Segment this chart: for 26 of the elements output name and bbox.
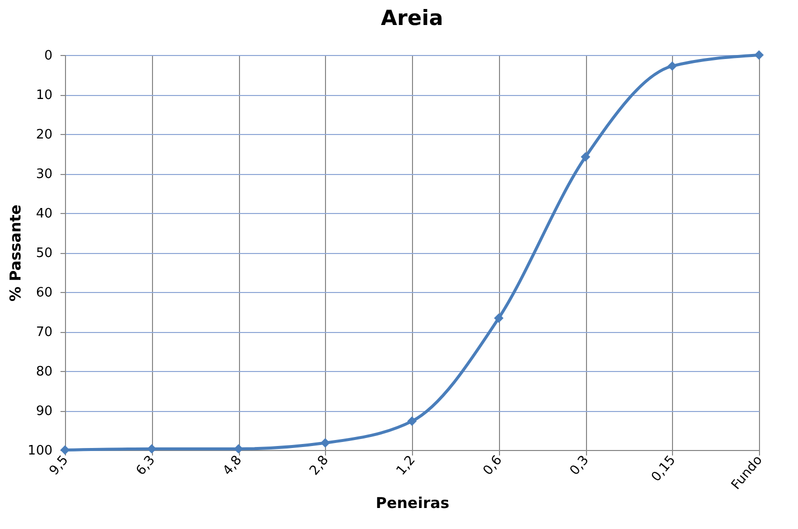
y-axis-title: % Passante <box>6 204 25 302</box>
y-tick-label: 90 <box>36 404 52 419</box>
y-tick-label: 10 <box>36 88 52 103</box>
y-tick-label: 40 <box>36 206 52 222</box>
y-tick-label: 0 <box>44 48 52 64</box>
point <box>407 416 417 426</box>
point <box>580 152 590 162</box>
x-tick-label: 2,8 <box>307 453 332 478</box>
point <box>320 438 330 448</box>
chart-title: Areia <box>380 6 444 30</box>
y-tick-label: 30 <box>36 167 52 182</box>
y-tick-label: 100 <box>28 444 52 458</box>
x-tick-label: 0,6 <box>480 453 506 478</box>
x-tick-label: 4,8 <box>220 453 246 478</box>
point <box>668 61 677 71</box>
x-tick-label: 6,3 <box>134 453 158 478</box>
y-tick-label: 20 <box>36 128 52 142</box>
y-tick-label: 50 <box>36 246 52 261</box>
x-tick-label: 0,3 <box>567 453 592 478</box>
point <box>754 50 764 60</box>
y-tick-label: 70 <box>36 325 52 340</box>
point <box>494 313 504 323</box>
x-tick-label: 1,2 <box>394 453 419 478</box>
y-tick-label: 60 <box>36 286 52 300</box>
x-axis-title: Peneiras <box>376 494 450 512</box>
y-tick-label: 80 <box>36 364 52 380</box>
